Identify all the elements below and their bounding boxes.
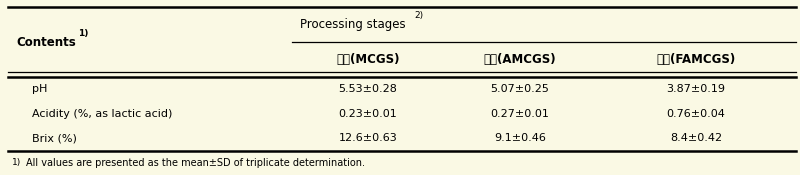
- Text: 0.23±0.01: 0.23±0.01: [338, 109, 398, 119]
- Text: 숙성(AMCGS): 숙성(AMCGS): [484, 53, 556, 66]
- Text: 0.27±0.01: 0.27±0.01: [490, 109, 550, 119]
- Text: 2): 2): [414, 11, 423, 20]
- Text: Brix (%): Brix (%): [32, 133, 77, 143]
- Text: 5.53±0.28: 5.53±0.28: [338, 84, 398, 94]
- Text: 1): 1): [78, 29, 89, 38]
- Text: pH: pH: [32, 84, 47, 94]
- Text: 0.76±0.04: 0.76±0.04: [666, 109, 726, 119]
- Text: 발효(FAMCGS): 발효(FAMCGS): [656, 53, 736, 66]
- Text: 12.6±0.63: 12.6±0.63: [338, 133, 398, 143]
- Text: 9.1±0.46: 9.1±0.46: [494, 133, 546, 143]
- Text: Contents: Contents: [16, 36, 76, 48]
- Text: 1): 1): [12, 158, 22, 166]
- Text: 5.07±0.25: 5.07±0.25: [490, 84, 550, 94]
- Text: All values are presented as the mean±SD of triplicate determination.: All values are presented as the mean±SD …: [26, 158, 366, 167]
- Text: 3.87±0.19: 3.87±0.19: [666, 84, 726, 94]
- Text: 8.4±0.42: 8.4±0.42: [670, 133, 722, 143]
- Text: 원료(MCGS): 원료(MCGS): [336, 53, 400, 66]
- Text: Acidity (%, as lactic acid): Acidity (%, as lactic acid): [32, 109, 172, 119]
- Text: Processing stages: Processing stages: [300, 18, 406, 31]
